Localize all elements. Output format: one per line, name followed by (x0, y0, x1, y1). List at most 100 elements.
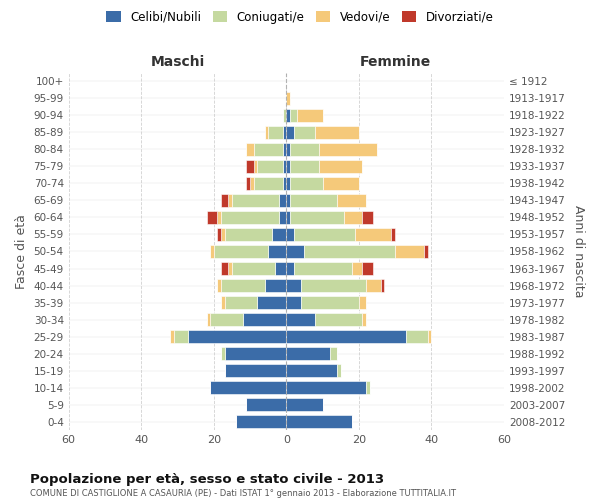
Bar (316, 313, 362, 326)
Bar (254, 177, 283, 190)
Bar (301, 279, 366, 292)
Bar (362, 262, 373, 275)
Bar (406, 330, 428, 343)
Bar (286, 143, 290, 156)
Bar (330, 347, 337, 360)
Bar (217, 228, 221, 241)
Bar (286, 177, 290, 190)
Bar (247, 160, 254, 173)
Bar (293, 262, 352, 275)
Bar (247, 398, 286, 411)
Bar (236, 416, 286, 428)
Text: Popolazione per età, sesso e stato civile - 2013: Popolazione per età, sesso e stato civil… (30, 472, 384, 486)
Bar (290, 177, 323, 190)
Bar (286, 245, 304, 258)
Bar (297, 109, 323, 122)
Bar (265, 126, 268, 139)
Text: Femmine: Femmine (359, 56, 431, 70)
Bar (206, 211, 217, 224)
Bar (286, 279, 301, 292)
Bar (279, 194, 286, 207)
Bar (319, 143, 377, 156)
Bar (283, 177, 286, 190)
Bar (286, 109, 290, 122)
Bar (232, 194, 279, 207)
Text: Maschi: Maschi (151, 56, 205, 70)
Bar (286, 126, 293, 139)
Bar (286, 160, 290, 173)
Bar (337, 364, 341, 377)
Bar (217, 279, 221, 292)
Bar (286, 228, 293, 241)
Bar (286, 262, 293, 275)
Bar (232, 262, 275, 275)
Bar (301, 296, 359, 309)
Bar (254, 143, 283, 156)
Bar (290, 109, 297, 122)
Bar (293, 228, 355, 241)
Bar (366, 279, 380, 292)
Bar (290, 143, 319, 156)
Legend: Celibi/Nubili, Coniugati/e, Vedovi/e, Divorziati/e: Celibi/Nubili, Coniugati/e, Vedovi/e, Di… (101, 6, 499, 28)
Bar (247, 143, 254, 156)
Bar (286, 296, 301, 309)
Y-axis label: Anni di nascita: Anni di nascita (572, 205, 585, 298)
Bar (362, 211, 373, 224)
Bar (337, 194, 366, 207)
Bar (395, 245, 424, 258)
Bar (286, 211, 290, 224)
Bar (257, 296, 286, 309)
Bar (254, 160, 257, 173)
Bar (290, 211, 344, 224)
Bar (428, 330, 431, 343)
Bar (283, 126, 286, 139)
Bar (283, 143, 286, 156)
Bar (391, 228, 395, 241)
Bar (286, 381, 366, 394)
Bar (316, 126, 359, 139)
Text: COMUNE DI CASTIGLIONE A CASAURIA (PE) - Dati ISTAT 1° gennaio 2013 - Elaborazion: COMUNE DI CASTIGLIONE A CASAURIA (PE) - … (30, 489, 456, 498)
Bar (286, 347, 330, 360)
Bar (170, 330, 174, 343)
Bar (268, 245, 286, 258)
Bar (275, 262, 286, 275)
Bar (257, 160, 283, 173)
Bar (323, 177, 359, 190)
Y-axis label: Fasce di età: Fasce di età (15, 214, 28, 289)
Bar (206, 313, 210, 326)
Bar (221, 296, 224, 309)
Bar (228, 262, 232, 275)
Bar (224, 296, 257, 309)
Bar (286, 194, 290, 207)
Bar (319, 160, 362, 173)
Bar (304, 245, 395, 258)
Bar (210, 245, 214, 258)
Bar (188, 330, 286, 343)
Bar (265, 279, 286, 292)
Bar (272, 228, 286, 241)
Bar (221, 279, 265, 292)
Bar (221, 211, 279, 224)
Bar (352, 262, 362, 275)
Bar (243, 313, 286, 326)
Bar (224, 347, 286, 360)
Bar (286, 364, 337, 377)
Bar (221, 194, 228, 207)
Bar (359, 296, 366, 309)
Bar (221, 228, 224, 241)
Bar (286, 92, 290, 105)
Bar (283, 109, 286, 122)
Bar (228, 194, 232, 207)
Bar (283, 160, 286, 173)
Bar (214, 245, 268, 258)
Bar (286, 416, 352, 428)
Bar (224, 228, 272, 241)
Bar (286, 330, 406, 343)
Bar (362, 313, 366, 326)
Bar (380, 279, 384, 292)
Bar (279, 211, 286, 224)
Bar (221, 262, 228, 275)
Bar (286, 313, 316, 326)
Bar (224, 364, 286, 377)
Bar (247, 177, 250, 190)
